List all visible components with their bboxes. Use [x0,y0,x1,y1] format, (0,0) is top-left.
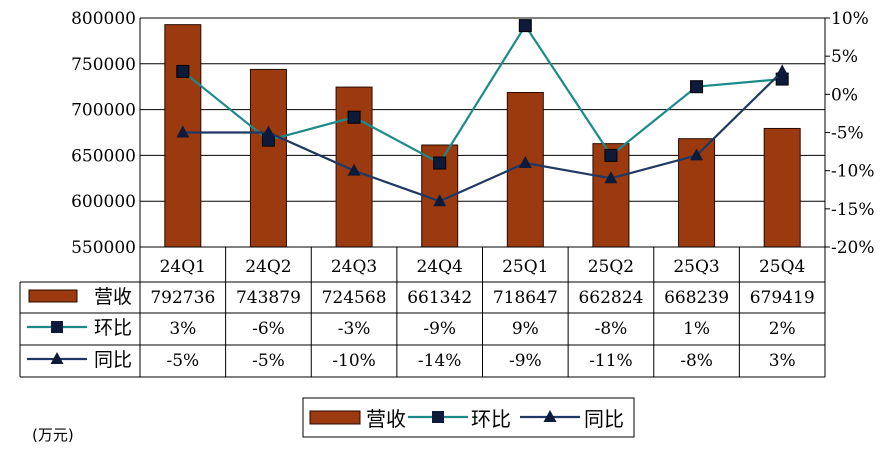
huanbi-point-25q1 [518,19,532,33]
category-label-24q1: 24Q1 [160,257,206,277]
table-cell-0-4: 718647 [493,288,558,308]
table-cell-0-3: 661342 [407,288,472,308]
table-cell-2-4: -9% [509,351,542,371]
right-tick-label-3: -5% [831,124,864,144]
category-label-24q4: 24Q4 [416,257,462,277]
table-cell-2-2: -10% [332,351,376,371]
table-cell-0-5: 662824 [578,288,643,308]
table-cell-1-1: -6% [252,319,285,339]
right-tick-label-2: -10% [831,162,875,182]
table-cell-2-5: -11% [589,351,633,371]
table-cell-1-0: 3% [169,319,196,339]
table-series-label-1: 环比 [94,317,132,339]
huanbi-point-25q3 [690,80,704,94]
bar-25q1 [506,92,544,248]
table-cell-0-1: 743879 [236,288,301,308]
tongbi-point-24q1 [176,125,190,138]
tongbi-series-line [182,70,783,203]
huanbi-point-24q1 [176,64,190,78]
table-cell-1-4: 9% [512,319,539,339]
tongbi-point-25q1 [518,156,532,169]
table-key-0 [28,289,78,303]
legend-label-huanbi: 环比 [471,407,511,431]
legend-key-revenue [309,410,361,425]
huanbi-point-25q2 [604,148,618,162]
left-tick-label-3: 700000 [71,101,136,121]
table-cell-0-7: 679419 [750,288,815,308]
table-cell-1-2: -3% [338,319,371,339]
table-cell-2-6: -8% [680,351,713,371]
legend-key-huanbi-marker [432,411,444,423]
table-cell-2-0: -5% [166,351,199,371]
category-label-25q1: 25Q1 [502,257,548,277]
table-cell-2-7: 3% [769,351,796,371]
right-tick-label-4: 0% [831,85,858,105]
legend-key-tongbi-marker [543,410,557,422]
legend-label-revenue: 营收 [366,407,406,431]
huanbi-point-24q3 [347,110,361,124]
right-tick-label-1: -15% [831,200,875,220]
left-tick-label-4: 750000 [71,55,136,75]
table-cell-1-6: 1% [683,319,710,339]
tongbi-point-24q3 [347,163,361,176]
table-cell-0-2: 724568 [322,288,387,308]
right-tick-label-6: 10% [831,9,869,29]
category-label-24q3: 24Q3 [331,257,377,277]
right-tick-label-0: -20% [831,238,875,258]
left-tick-label-0: 550000 [71,238,136,258]
left-tick-label-1: 600000 [71,192,136,212]
table-cell-2-1: -5% [252,351,285,371]
left-tick-label-2: 650000 [71,146,136,166]
category-label-25q4: 25Q4 [759,257,805,277]
tongbi-point-24q2 [261,125,275,138]
right-tick-label-5: 5% [831,47,858,67]
unit-label: (万元) [32,426,74,444]
tongbi-point-25q4 [775,64,789,77]
table-cell-1-3: -9% [423,319,456,339]
table-cell-1-5: -8% [595,319,628,339]
table-cell-1-7: 2% [769,319,796,339]
bar-25q4 [763,127,801,248]
table-cell-0-6: 668239 [664,288,729,308]
bar-24q2 [249,68,287,248]
huanbi-point-24q4 [433,156,447,170]
huanbi-series-line [182,23,783,165]
tongbi-point-25q2 [604,171,618,184]
table-cell-2-3: -14% [418,351,462,371]
tongbi-point-25q3 [690,148,704,161]
left-tick-label-5: 800000 [71,9,136,29]
table-key-marker-2 [50,352,64,364]
category-label-25q2: 25Q2 [588,257,634,277]
table-series-label-2: 同比 [94,349,132,371]
category-label-24q2: 24Q2 [245,257,291,277]
table-cell-0-0: 792736 [150,288,215,308]
category-label-25q3: 25Q3 [673,257,719,277]
table-series-label-0: 营收 [94,286,132,308]
legend-label-tongbi: 同比 [584,407,624,431]
tongbi-point-24q4 [433,194,447,207]
table-key-marker-1 [51,321,63,333]
